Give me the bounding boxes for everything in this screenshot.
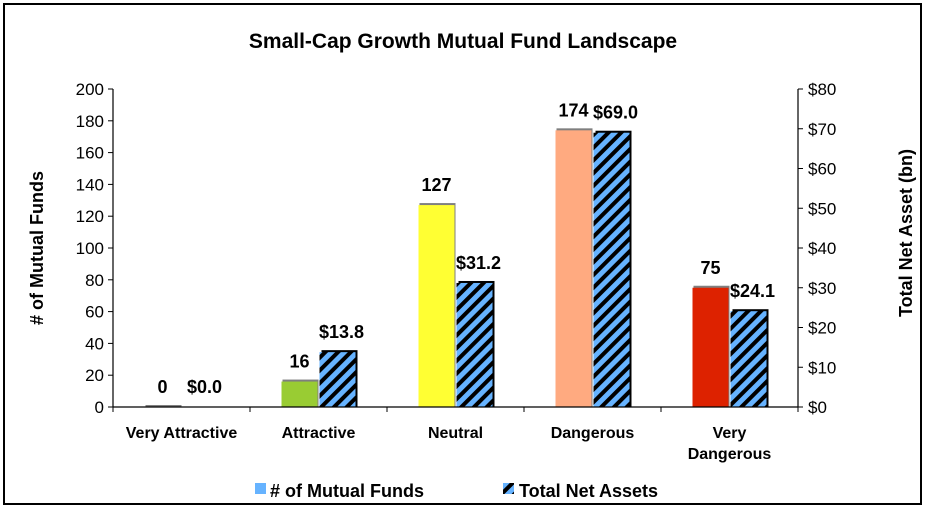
left-tick-label: 120 — [76, 207, 104, 226]
bars-group: 0 $0.0 16 $13.8 127 $31.2 174 $69.0 75 $24.1 — [145, 100, 775, 407]
right-tick-label: $10 — [808, 358, 836, 377]
funds-data-label: 16 — [289, 352, 309, 372]
assets-data-label: $13.8 — [319, 322, 364, 342]
left-axis-ticks: 0 20 40 60 80 100 120 140 160 180 200 — [76, 80, 113, 417]
right-tick-label: $80 — [808, 80, 836, 99]
funds-bar — [418, 205, 455, 407]
category-label: Very Attractive — [126, 425, 238, 442]
left-tick-label: 140 — [76, 175, 104, 194]
chart-title: Small-Cap Growth Mutual Fund Landscape — [249, 30, 677, 53]
funds-bar-shadow — [145, 405, 182, 407]
right-tick-label: $0 — [808, 398, 827, 417]
funds-data-label: 75 — [700, 258, 720, 278]
funds-bar — [555, 130, 592, 407]
right-tick-label: $20 — [808, 319, 836, 338]
chart-frame — [3, 3, 922, 505]
right-tick-label: $70 — [808, 120, 836, 139]
axes-group — [112, 89, 799, 412]
funds-data-label: 0 — [157, 377, 167, 397]
right-tick-label: $30 — [808, 279, 836, 298]
funds-data-label: 127 — [421, 175, 451, 195]
right-tick-label: $60 — [808, 160, 836, 179]
category-label: Dangerous — [688, 446, 772, 463]
left-tick-label: 60 — [85, 303, 104, 322]
assets-data-label: $69.0 — [593, 103, 638, 123]
category-label: Very — [713, 425, 747, 442]
assets-data-label: $24.1 — [730, 281, 775, 301]
right-axis-ticks: $0 $10 $20 $30 $40 $50 $60 $70 $80 — [798, 80, 836, 417]
left-tick-label: 200 — [76, 80, 104, 99]
left-tick-label: 20 — [85, 366, 104, 385]
left-tick-label: 160 — [76, 144, 104, 163]
assets-bar — [730, 311, 767, 407]
assets-data-label: $31.2 — [456, 253, 501, 273]
right-tick-label: $40 — [808, 239, 836, 258]
assets-data-label: $0.0 — [187, 377, 222, 397]
category-labels: Very Attractive Attractive Neutral Dangerou… — [126, 425, 772, 463]
funds-bar — [281, 381, 318, 407]
funds-data-label: 174 — [558, 100, 588, 120]
left-tick-label: 180 — [76, 112, 104, 131]
legend-label-funds: # of Mutual Funds — [270, 481, 424, 501]
category-label: Attractive — [282, 425, 356, 442]
legend: # of Mutual Funds Total Net Assets — [255, 481, 658, 501]
left-tick-label: 100 — [76, 239, 104, 258]
legend-swatch-funds — [255, 483, 266, 494]
left-axis-label: # of Mutual Funds — [27, 171, 47, 325]
category-label: Neutral — [428, 425, 483, 442]
right-axis-label: Total Net Asset (bn) — [896, 149, 916, 317]
left-tick-label: 0 — [95, 398, 104, 417]
legend-label-assets: Total Net Assets — [519, 481, 658, 501]
legend-swatch-assets — [503, 483, 514, 494]
assets-bar — [319, 352, 356, 407]
category-label: Dangerous — [551, 425, 635, 442]
funds-bar — [692, 287, 729, 407]
left-tick-label: 40 — [85, 334, 104, 353]
right-tick-label: $50 — [808, 199, 836, 218]
left-tick-label: 80 — [85, 271, 104, 290]
assets-bar — [456, 282, 493, 407]
assets-bar — [593, 132, 630, 407]
